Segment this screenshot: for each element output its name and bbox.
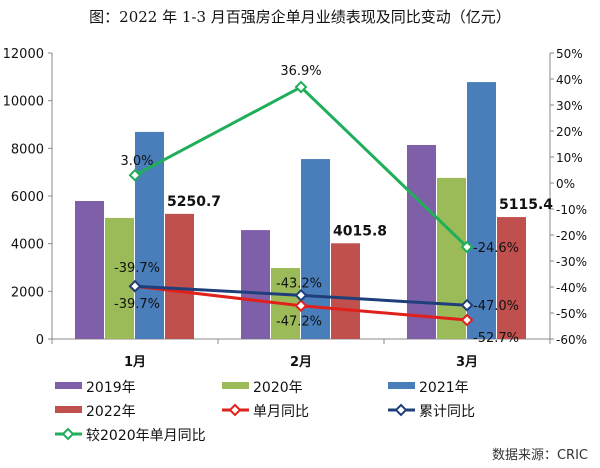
legend-marker <box>228 403 242 417</box>
bar-2021年-2月 <box>301 159 330 339</box>
line-data-label: -43.2% <box>276 276 322 291</box>
line-marker <box>294 80 308 94</box>
chart-title: 图：2022 年 1-3 月百强房企单月业绩表现及同比变动（亿元） <box>89 8 511 26</box>
bar-2021年-3月 <box>467 82 496 340</box>
line-marker <box>128 168 142 182</box>
line-marker <box>294 299 308 313</box>
right-tick-label: 40% <box>556 73 583 87</box>
right-tick-label: -50% <box>556 307 587 321</box>
x-tick-label: 3月 <box>456 355 478 370</box>
line-data-label: -39.7% <box>114 261 160 276</box>
legend-swatch-2020年 <box>222 382 249 389</box>
line-marker <box>460 298 474 312</box>
legend-swatch-2022年 <box>55 406 82 413</box>
left-tick-label: 12000 <box>3 47 44 62</box>
right-tick-label: 0% <box>556 177 575 191</box>
line-data-label: -47.0% <box>473 299 519 314</box>
left-tick-label: 6000 <box>11 190 44 205</box>
right-tick-label: -20% <box>556 229 587 243</box>
data-source: 数据来源：CRIC <box>491 448 588 463</box>
legend-label: 2021年 <box>419 380 469 396</box>
line-marker <box>294 288 308 302</box>
line-data-label: -39.7% <box>114 297 160 312</box>
bar-2020年-3月 <box>437 177 466 339</box>
line-data-label: -24.6% <box>473 241 519 256</box>
legend-swatch-2019年 <box>55 382 82 389</box>
legend-label: 2019年 <box>86 380 136 396</box>
bar-data-label: 5115.4 <box>499 197 553 213</box>
right-tick-label: 20% <box>556 125 583 139</box>
bar-2019年-1月 <box>75 201 104 339</box>
line-data-label: -47.2% <box>276 315 322 330</box>
bar-2022年-3月 <box>497 217 526 339</box>
line-data-label: -52.7% <box>473 331 519 346</box>
right-tick-label: -60% <box>556 333 587 347</box>
left-tick-label: 4000 <box>11 238 44 253</box>
legend-label: 2022年 <box>86 404 136 420</box>
bar-2022年-2月 <box>331 243 360 339</box>
right-tick-label: 30% <box>556 99 583 113</box>
line-marker <box>460 240 474 254</box>
left-tick-label: 0 <box>36 333 44 348</box>
line-data-label: 3.0% <box>120 154 153 169</box>
legend-label: 较2020年单月同比 <box>86 428 206 444</box>
line-marker <box>460 313 474 327</box>
left-tick-label: 2000 <box>11 285 44 300</box>
right-tick-label: -40% <box>556 281 587 295</box>
line-marker <box>128 279 142 293</box>
x-tick-label: 2月 <box>290 355 312 370</box>
bar-2019年-2月 <box>241 230 270 339</box>
left-tick-label: 8000 <box>11 142 44 157</box>
x-tick-label: 1月 <box>124 355 146 370</box>
line-data-label: 36.9% <box>280 64 321 79</box>
bar-data-label: 4015.8 <box>333 223 387 239</box>
legend-marker <box>394 403 408 417</box>
right-tick-label: 50% <box>556 47 583 61</box>
legend-swatch-2021年 <box>388 382 415 389</box>
bar-2019年-3月 <box>407 144 436 339</box>
legend-marker <box>61 427 75 441</box>
left-tick-label: 10000 <box>3 95 44 110</box>
right-tick-label: -10% <box>556 203 587 217</box>
bar-2022年-1月 <box>165 213 194 339</box>
legend-label: 单月同比 <box>253 404 309 420</box>
right-tick-label: 10% <box>556 151 583 165</box>
legend-label: 累计同比 <box>419 404 475 420</box>
right-tick-label: -30% <box>556 255 587 269</box>
legend-label: 2020年 <box>253 380 303 396</box>
bar-2020年-1月 <box>105 217 134 339</box>
bar-data-label: 5250.7 <box>167 194 221 210</box>
